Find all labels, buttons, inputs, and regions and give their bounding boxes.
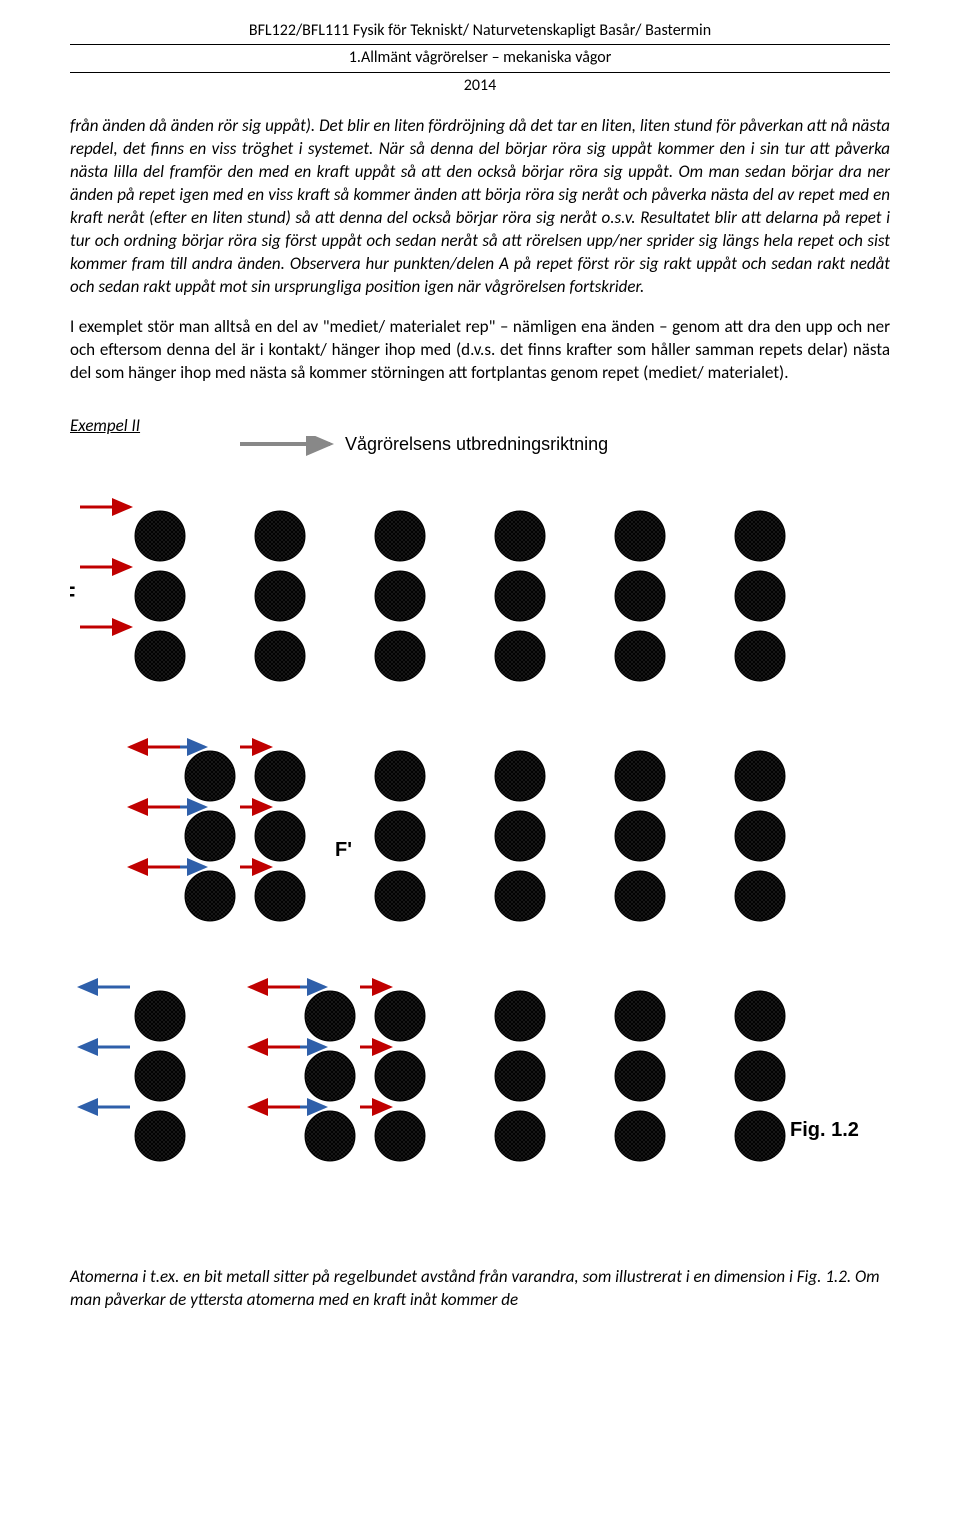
page-header: BFL122/BFL111 Fysik för Tekniskt/ Naturv… bbox=[70, 20, 890, 97]
paragraph-footer: Atomerna i t.ex. en bit metall sitter på… bbox=[70, 1266, 890, 1312]
paragraph-2: I exemplet stör man alltså en del av "me… bbox=[70, 316, 890, 385]
svg-text:Vågrörelsens utbredningsriktni: Vågrörelsens utbredningsriktning bbox=[345, 436, 608, 454]
example-label: Exempel II bbox=[70, 415, 140, 436]
paragraph-1: från änden då änden rör sig uppåt). Det … bbox=[70, 115, 890, 299]
svg-text:F: F bbox=[70, 582, 75, 607]
diagram-figure: Vågrörelsens utbredningsriktning F F' Fig. … bbox=[70, 436, 890, 1256]
header-year: 2014 bbox=[70, 75, 890, 97]
svg-text:Fig. 1.2: Fig. 1.2 bbox=[790, 1119, 859, 1141]
svg-text:F': F' bbox=[335, 839, 352, 861]
header-course: BFL122/BFL111 Fysik för Tekniskt/ Naturv… bbox=[70, 20, 890, 45]
header-topic: 1.Allmänt vågrörelser – mekaniska vågor bbox=[70, 47, 890, 72]
